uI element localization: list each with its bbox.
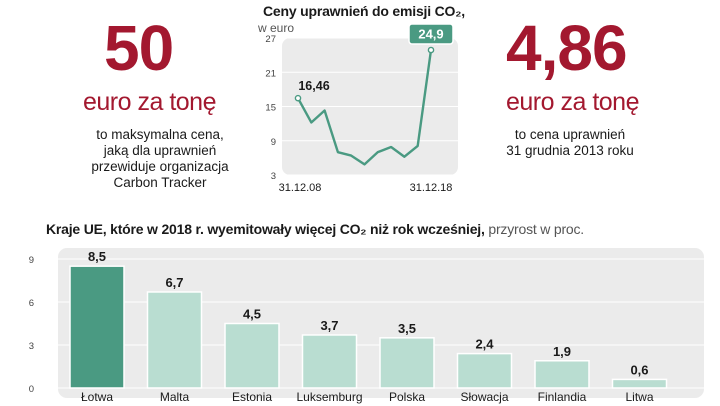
price-2013-description-line: to cena uprawnień — [514, 127, 626, 142]
bar-chart-value-label: 1,9 — [553, 344, 571, 359]
bar-chart-y-tick: 6 — [29, 298, 34, 309]
bar-chart-value-label: 2,4 — [475, 337, 494, 352]
bar-chart-title: Kraje UE, które w 2018 r. wyemitowały wi… — [46, 221, 584, 237]
line-chart-y-tick: 3 — [271, 171, 276, 182]
price-2013-description-line: 31 grudnia 2013 roku — [506, 143, 634, 158]
line-chart-y-tick: 27 — [265, 34, 276, 45]
bar-chart-bar — [224, 322, 280, 389]
line-chart-y-tick: 9 — [271, 137, 276, 148]
bar-chart-bar — [534, 360, 590, 389]
bar-chart-bar — [69, 265, 125, 389]
bar-chart-category-label: Luksemburg — [296, 390, 362, 404]
bar-chart-value-label: 6,7 — [165, 275, 183, 290]
bar-chart-y-tick: 9 — [29, 255, 34, 266]
bar-chart-bar — [456, 352, 513, 389]
bar-chart-category-label: Łotwa — [81, 390, 113, 404]
bar-chart-bar — [301, 334, 358, 389]
line-chart-subtitle: w euro — [258, 21, 295, 35]
line-chart-x-tick: 31.12.18 — [410, 182, 453, 194]
bar-chart-title-main: Kraje UE, które w 2018 r. wyemitowały wi… — [46, 221, 485, 237]
line-chart-data-label: 16,46 — [298, 79, 329, 93]
max-price-description-line: to maksymalna cena, — [96, 127, 224, 142]
bar-chart-value-label: 3,7 — [320, 318, 338, 333]
bar-chart-title-unit: przyrost w proc. — [484, 221, 584, 237]
bar-chart-bar — [146, 291, 203, 389]
bar-chart-y-tick: 0 — [29, 384, 34, 395]
bar-chart-category-label: Malta — [160, 390, 190, 404]
bar-chart-category-label: Litwa — [625, 390, 653, 404]
max-price-description-line: przewiduje organizacja — [91, 159, 229, 174]
line-chart-title: Ceny uprawnień do emisji CO₂, — [263, 3, 465, 19]
price-2013-value: 4,86 — [506, 12, 628, 84]
bar-chart-y-tick: 3 — [29, 341, 34, 352]
line-chart-point — [294, 94, 302, 102]
bar-chart-value-label: 8,5 — [88, 249, 106, 264]
bar-chart-category-label: Finlandia — [538, 390, 587, 404]
max-price-description-line: jaką dla uprawnień — [103, 143, 217, 158]
bar-chart-category-label: Estonia — [232, 390, 272, 404]
bar-chart-bar — [611, 378, 668, 389]
max-price-value: 50 — [104, 12, 174, 84]
bar-chart-value-label: 4,5 — [243, 307, 261, 322]
bar-chart-value-label: 0,6 — [630, 362, 648, 377]
price-2013-description: to cena uprawnień 31 grudnia 2013 roku — [455, 127, 685, 159]
bar-chart-category-label: Polska — [389, 390, 425, 404]
line-chart-y-tick: 15 — [265, 103, 276, 114]
bar-chart-value-label: 3,5 — [398, 321, 416, 336]
max-price-description-line: Carbon Tracker — [113, 175, 207, 190]
bar-chart-bar — [379, 337, 435, 389]
line-chart-data-label: 24,9 — [418, 26, 443, 41]
max-price-description: to maksymalna cena, jaką dla uprawnień p… — [50, 127, 270, 191]
bar-chart-category-label: Słowacja — [460, 390, 508, 404]
line-chart-x-tick: 31.12.08 — [279, 182, 322, 194]
line-chart-point — [427, 46, 435, 54]
price-2013-unit: euro za tonę — [506, 88, 640, 116]
line-chart-y-tick: 21 — [265, 68, 276, 79]
line-chart-callout-box — [408, 23, 454, 45]
max-price-unit: euro za tonę — [83, 88, 217, 116]
